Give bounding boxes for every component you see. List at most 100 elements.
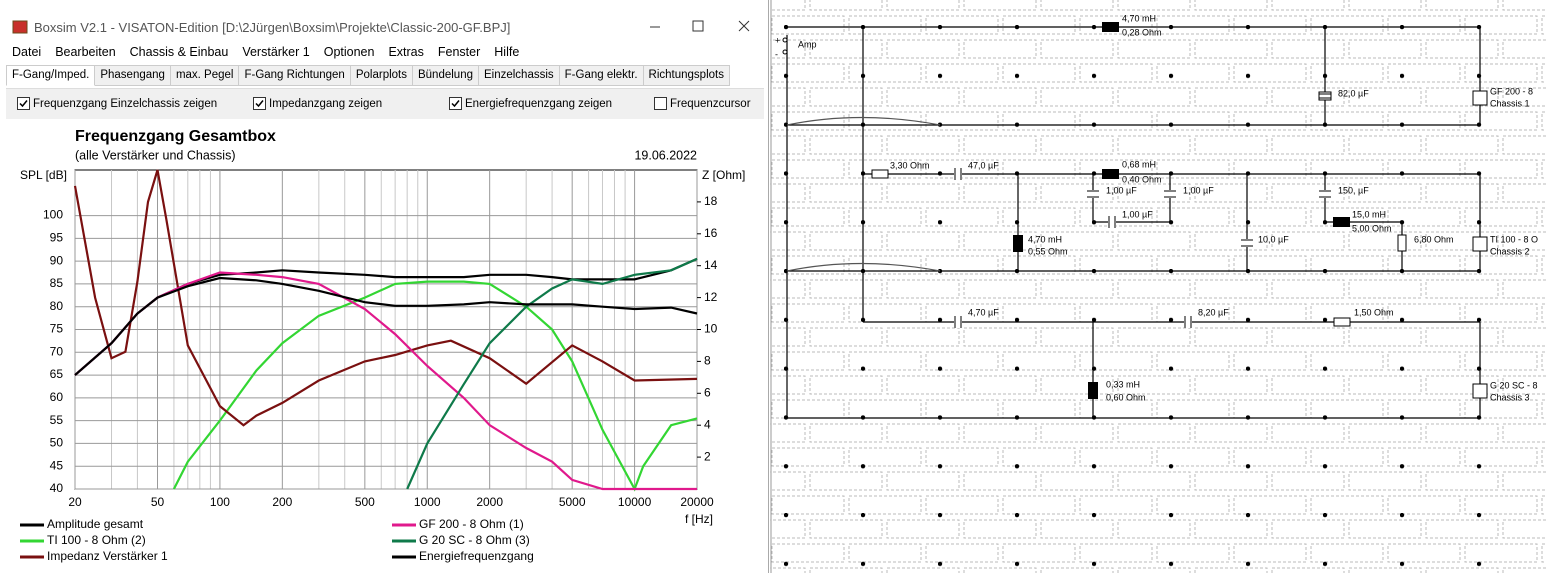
- checkbox[interactable]: Impedanzgang zeigen: [253, 97, 382, 110]
- menu-bar: Datei Bearbeiten Chassis & Einbau Verstärke…: [12, 45, 519, 59]
- x-tick-label: 50: [151, 495, 165, 509]
- title-bar: Boxsim V2.1 - VISATON-Edition [D:\2Jürge…: [0, 0, 768, 40]
- tab[interactable]: max. Pegel: [170, 65, 240, 86]
- component-label: 1,00 µF: [1122, 209, 1153, 219]
- check-mark: [451, 100, 460, 108]
- series-line: [74, 276, 698, 376]
- option-bar: Frequenzgang Einzelchassis zeigen Impedan…: [6, 88, 764, 119]
- component-label: 4,70 µF: [968, 307, 999, 317]
- component-label: Chassis 1: [1490, 98, 1530, 108]
- y2-tick-label: 12: [704, 290, 718, 304]
- y-tick-label: 50: [50, 436, 64, 450]
- component-label: 47,0 µF: [968, 160, 999, 170]
- series-line: [406, 257, 698, 490]
- component-label: 0,40 Ohm: [1122, 174, 1162, 184]
- y2-tick-label: 18: [704, 194, 718, 208]
- y-tick-label: 45: [50, 458, 64, 472]
- y-tick-label: 65: [50, 367, 64, 381]
- chart-date: 19.06.2022: [634, 148, 697, 162]
- y2-axis-label: Z [Ohm]: [702, 168, 745, 182]
- y2-tick-label: 8: [704, 354, 711, 368]
- y2-tick-label: 16: [704, 226, 718, 240]
- y-tick-label: 70: [50, 344, 64, 358]
- component-label: 0,55 Ohm: [1028, 246, 1068, 256]
- tab[interactable]: Polarplots: [350, 65, 413, 86]
- y2-tick-label: 4: [704, 417, 711, 431]
- y-tick-label: 75: [50, 322, 64, 336]
- tab[interactable]: Bündelung: [412, 65, 479, 86]
- y-tick-label: 60: [50, 390, 64, 404]
- checkbox[interactable]: Frequenzcursor: [654, 97, 751, 110]
- component-label: -: [775, 49, 778, 59]
- component-label: 4,70 mH: [1028, 234, 1062, 244]
- y2-tick-label: 14: [704, 258, 718, 272]
- x-tick-label: 10000: [618, 495, 652, 509]
- y2-tick-label: 2: [704, 449, 711, 463]
- legend-label: G 20 SC - 8 Ohm (3): [419, 533, 530, 547]
- menu-item[interactable]: Datei: [12, 45, 42, 59]
- checkbox-box: [253, 97, 266, 110]
- tab[interactable]: Einzelchassis: [478, 65, 560, 86]
- x-tick-label: 5000: [559, 495, 586, 509]
- x-tick-label: 20000: [680, 495, 714, 509]
- menu-item[interactable]: Optionen: [323, 45, 375, 59]
- component-label: 15,0 mH: [1352, 209, 1386, 219]
- checkbox[interactable]: Energiefrequenzgang zeigen: [449, 97, 612, 110]
- component-label: TI 100 - 8 O: [1490, 234, 1538, 244]
- x-tick-label: 200: [272, 495, 292, 509]
- checkbox[interactable]: Frequenzgang Einzelchassis zeigen: [17, 97, 217, 110]
- component-label: 3,30 Ohm: [890, 160, 930, 170]
- boxsim-window: Boxsim V2.1 - VISATON-Edition [D:\2Jürge…: [0, 0, 769, 573]
- tab[interactable]: Richtungsplots: [643, 65, 730, 86]
- menu-item[interactable]: Fenster: [437, 45, 481, 59]
- chart-subtitle: (alle Verstärker und Chassis): [75, 148, 235, 162]
- checkbox-box: [17, 97, 30, 110]
- y-tick-label: 80: [50, 299, 64, 313]
- menu-item[interactable]: Extras: [388, 45, 424, 59]
- legend-label: TI 100 - 8 Ohm (2): [47, 533, 146, 547]
- legend-label: Amplitude gesamt: [47, 517, 144, 531]
- y-axis-label: SPL [dB]: [20, 168, 67, 182]
- component-label: 1,50 Ohm: [1354, 307, 1394, 317]
- checkbox-label: Frequenzcursor: [670, 97, 751, 110]
- y-tick-label: 95: [50, 231, 64, 245]
- component-label: 0,28 Ohm: [1122, 27, 1162, 37]
- x-tick-label: 2000: [476, 495, 503, 509]
- component-label: 10,0 µF: [1258, 234, 1289, 244]
- y-tick-label: 100: [43, 208, 63, 222]
- x-axis-label: f [Hz]: [685, 512, 713, 526]
- menu-item[interactable]: Verstärker 1: [242, 45, 310, 59]
- menu-item[interactable]: Bearbeiten: [55, 45, 116, 59]
- components: [782, 22, 1488, 399]
- component-label: 82,0 µF: [1338, 88, 1369, 98]
- component-label: 0,68 mH: [1122, 159, 1156, 169]
- window-title: Boxsim V2.1 - VISATON-Edition [D:\2Jürge…: [34, 20, 511, 35]
- tab[interactable]: F-Gang Richtungen: [239, 65, 351, 86]
- tab[interactable]: F-Gang elektr.: [559, 65, 644, 86]
- component-label: 5,00 Ohm: [1352, 223, 1392, 233]
- checkbox-label: Impedanzgang zeigen: [269, 97, 383, 110]
- component-label: G 20 SC - 8: [1490, 380, 1538, 390]
- title-icons: [12, 20, 750, 34]
- tab-bar: F-Gang/Imped. Phasengang max. Pegel F-Gang …: [6, 65, 730, 86]
- y-tick-label: 40: [50, 481, 64, 495]
- component-label: Chassis 2: [1490, 246, 1530, 256]
- legend-label: Impedanz Verstärker 1: [47, 549, 168, 563]
- tab[interactable]: Phasengang: [95, 65, 171, 86]
- component-label: 0,33 mH: [1106, 379, 1140, 389]
- x-tick-label: 1000: [414, 495, 441, 509]
- component-label: 1,00 µF: [1106, 185, 1137, 195]
- checkbox-box: [449, 97, 462, 110]
- menu-item[interactable]: Chassis & Einbau: [129, 45, 229, 59]
- component-label: GF 200 - 8: [1490, 86, 1533, 96]
- x-tick-label: 100: [210, 495, 230, 509]
- tab[interactable]: F-Gang/Imped.: [6, 65, 96, 86]
- menu-item[interactable]: Hilfe: [494, 45, 520, 59]
- component-label: Amp: [798, 39, 817, 49]
- y-tick-label: 55: [50, 413, 64, 427]
- schematic: Amp + - 4,70 mH 0,28 Ohm 82,0 µF GF 200 - 8 Cha…: [770, 0, 1546, 573]
- check-mark: [19, 100, 28, 108]
- checkbox-box: [654, 97, 667, 110]
- component-label: Chassis 3: [1490, 392, 1530, 402]
- y2-tick-label: 10: [704, 322, 718, 336]
